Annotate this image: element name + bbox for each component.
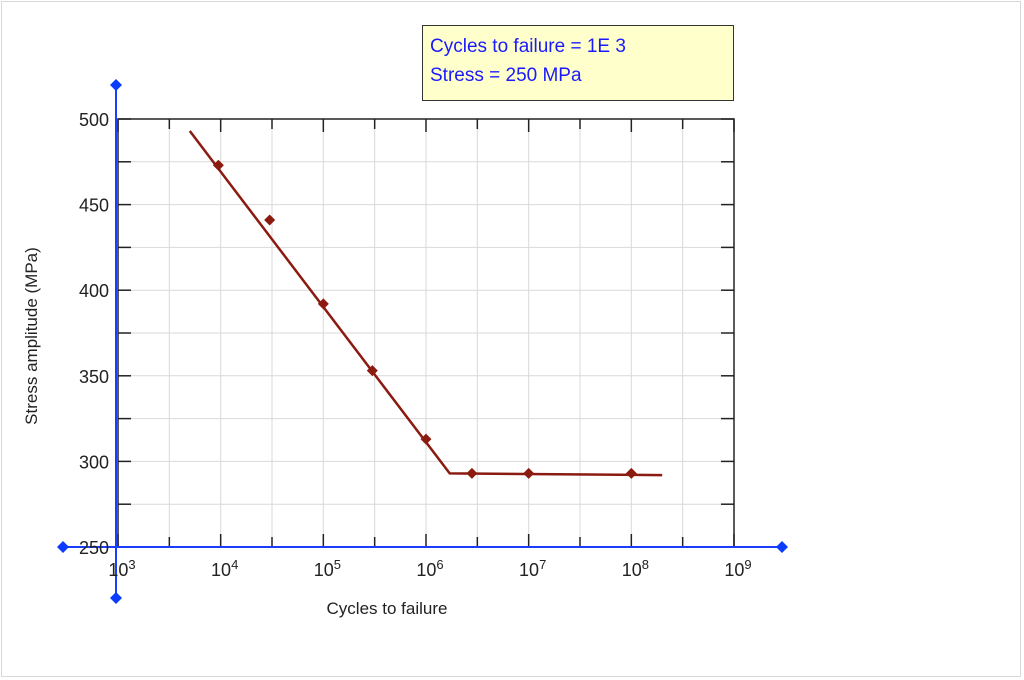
inner-ticks — [117, 118, 735, 548]
series — [188, 130, 663, 479]
data-point — [625, 467, 637, 479]
data-point — [523, 467, 535, 479]
cycles-readout: Cycles to failure = 1E 3 — [430, 36, 626, 57]
x-tick-label-base: 10 — [519, 560, 539, 580]
x-tick-label-base: 10 — [108, 560, 128, 580]
x-tick-label-base: 10 — [314, 560, 334, 580]
x-tick-label-base: 10 — [622, 560, 642, 580]
x-tick-label: 103 — [108, 557, 135, 580]
x-tick-label: 107 — [519, 557, 546, 580]
stress-readout: Stress = 250 MPa — [430, 65, 582, 86]
x-tick-label-exponent: 6 — [436, 557, 443, 572]
y-tick-label: 350 — [79, 367, 109, 387]
y-axis-title: Stress amplitude (MPa) — [22, 247, 41, 425]
x-tick-label-exponent: 4 — [231, 557, 238, 572]
data-point — [420, 433, 432, 445]
y-tick-label: 250 — [79, 538, 109, 558]
x-tick-label-exponent: 3 — [128, 557, 135, 572]
y-axis-bottom-handle[interactable] — [110, 592, 122, 604]
axes — [63, 85, 782, 598]
grid — [117, 118, 735, 548]
x-tick-label-base: 10 — [416, 560, 436, 580]
data-point — [366, 365, 378, 377]
x-tick-label-exponent: 7 — [539, 557, 546, 572]
x-tick-label: 109 — [724, 557, 751, 580]
x-tick-label: 105 — [314, 557, 341, 580]
y-tick-label: 300 — [79, 452, 109, 472]
fit-line — [188, 130, 663, 477]
x-tick-label: 108 — [622, 557, 649, 580]
x-tick-label-base: 10 — [211, 560, 231, 580]
x-tick-label-exponent: 5 — [334, 557, 341, 572]
axis-handles[interactable] — [57, 79, 788, 604]
cursor-readout-box: Cycles to failure = 1E 3 Stress = 250 MP… — [422, 25, 734, 101]
y-tick-label: 400 — [79, 281, 109, 301]
x-tick-label: 106 — [416, 557, 443, 580]
x-tick-labels: 103 104 105 106 107 108 109 — [108, 557, 751, 580]
data-point — [317, 298, 329, 310]
x-tick-label: 104 — [211, 557, 238, 580]
x-tick-label-exponent: 8 — [642, 557, 649, 572]
y-tick-labels: 250 300 350 400 450 500 — [79, 110, 109, 558]
data-point — [212, 159, 224, 171]
data-point — [264, 214, 276, 226]
x-axis-right-handle[interactable] — [776, 541, 788, 553]
data-point — [466, 467, 478, 479]
y-tick-label: 450 — [79, 196, 109, 216]
x-axis-title: Cycles to failure — [327, 599, 448, 618]
x-tick-label-base: 10 — [724, 560, 744, 580]
y-tick-label: 500 — [79, 110, 109, 130]
x-axis-left-handle[interactable] — [57, 541, 69, 553]
y-axis-top-handle[interactable] — [110, 79, 122, 91]
x-tick-label-exponent: 9 — [744, 557, 751, 572]
